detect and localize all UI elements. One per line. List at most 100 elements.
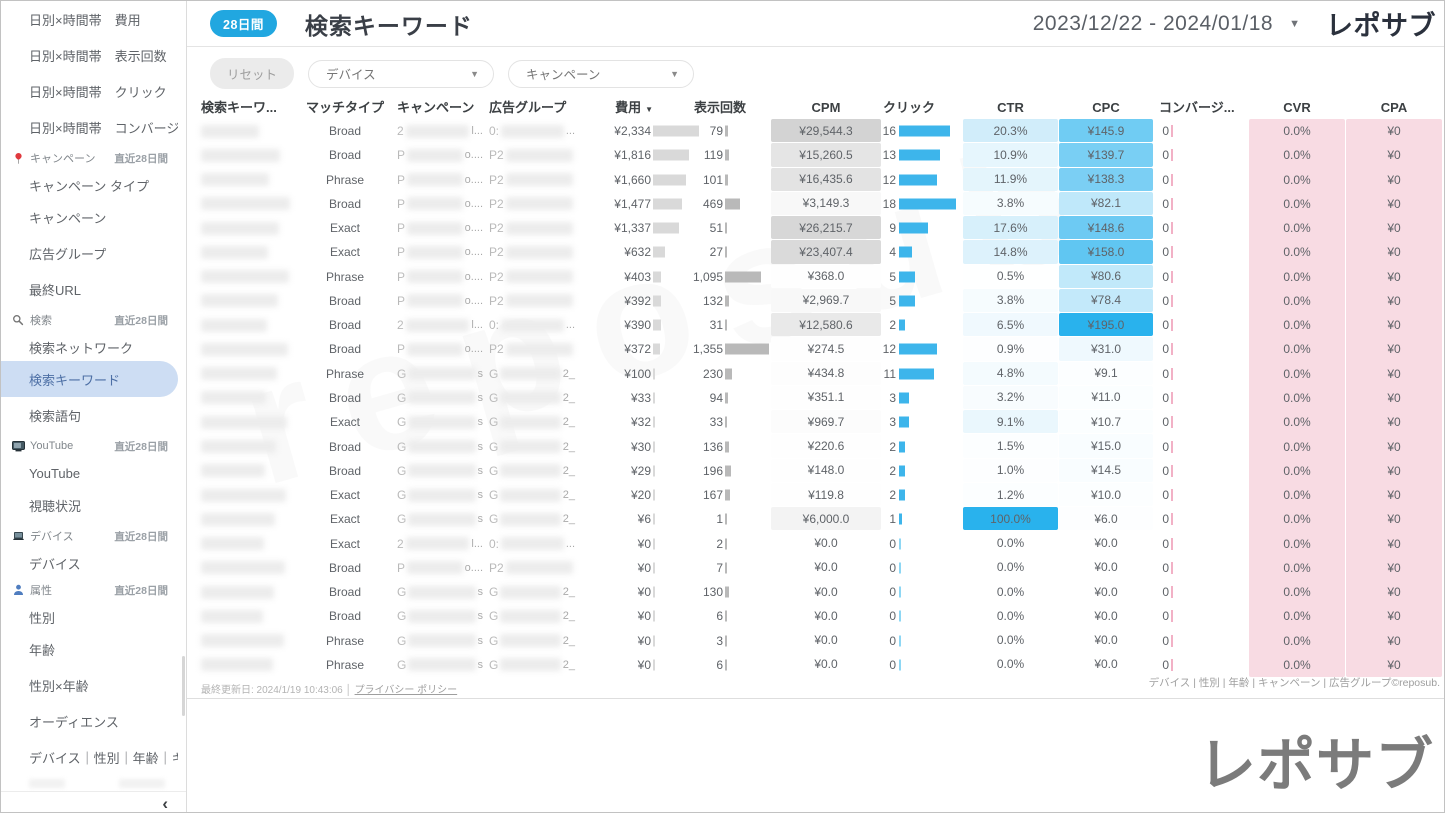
- cell-impressions: 3: [716, 633, 723, 648]
- last-updated-text: 最終更新日: 2024/1/19 10:43:06 │ プライバシー ポリシー: [201, 681, 457, 696]
- cell-cvr: 0.0%: [1283, 366, 1311, 381]
- cell-cpm: ¥16,435.6: [771, 167, 881, 191]
- sidebar-scrollbar[interactable]: [182, 656, 185, 716]
- cell-cvr: 0.0%: [1283, 196, 1311, 211]
- date-range-selector[interactable]: 2023/12/22 - 2024/01/18 ▼: [1033, 12, 1300, 36]
- col-header-clicks[interactable]: クリック: [882, 100, 935, 115]
- cell-ad-group-redacted: P2: [489, 289, 575, 313]
- cell-cpc: ¥11.0: [1059, 385, 1153, 410]
- top-bar: 28日間 検索キーワード 2023/12/22 - 2024/01/18 ▼ レ…: [187, 1, 1444, 47]
- cost-bar: [653, 125, 699, 137]
- cell-cost: ¥0: [637, 560, 651, 575]
- sidebar-item[interactable]: 日別×時間帯 費用: [1, 1, 178, 37]
- sidebar-item[interactable]: オーディエンス: [1, 703, 178, 739]
- cell-keyword-redacted: [201, 386, 293, 410]
- sidebar-item[interactable]: 視聴状況: [1, 487, 178, 523]
- cell-cpc: ¥0.0: [1094, 584, 1118, 599]
- sidebar-item[interactable]: 日別×時間帯 表示回数: [1, 37, 178, 73]
- sidebar-item[interactable]: 検索キーワード: [1, 361, 178, 397]
- cell-clicks: 9: [889, 221, 896, 236]
- cell-match-type: Broad: [328, 318, 362, 333]
- cell-conversions: 0: [1162, 439, 1169, 454]
- cell-cost: ¥30: [630, 439, 651, 454]
- sidebar-item[interactable]: キャンペーン タイプ: [1, 171, 178, 199]
- sidebar-item[interactable]: 検索ネットワーク: [1, 333, 178, 361]
- cell-cpc: ¥10.0: [1059, 482, 1153, 507]
- table-row: Exact 2 l... 0:... ¥0 2 ¥0.0 0 0.0% ¥0.0 0 0.0% ¥0: [187, 531, 1444, 555]
- col-header-ctr[interactable]: CTR: [997, 100, 1024, 115]
- cell-keyword-redacted: [201, 337, 293, 361]
- clicks-bar: [899, 149, 941, 161]
- cell-cpm: ¥29,544.3: [771, 119, 881, 143]
- col-header-match-type[interactable]: マッチタイプ: [305, 100, 384, 115]
- col-header-cost[interactable]: 費用 ▼: [615, 100, 653, 115]
- sidebar-item[interactable]: YouTube: [1, 459, 178, 487]
- sidebar-item[interactable]: 最終URL: [1, 271, 178, 307]
- col-header-ad-group[interactable]: 広告グループ: [489, 100, 567, 115]
- clicks-bar: [899, 489, 906, 501]
- sidebar: 日別×時間帯 費用 日別×時間帯 表示回数 日別×時間帯 クリック 日別×時間帯 コン…: [1, 1, 187, 813]
- impressions-bar: [725, 416, 727, 428]
- cell-ctr: 6.5%: [963, 313, 1058, 337]
- cell-cpa: ¥0: [1387, 633, 1401, 648]
- cell-ctr: 0.0%: [996, 584, 1025, 599]
- sidebar-item[interactable]: 性別×年齢: [1, 667, 178, 703]
- device-filter-dropdown[interactable]: デバイス ▼: [308, 59, 495, 88]
- sidebar-item[interactable]: 日別×時間帯 クリック: [1, 73, 178, 109]
- campaign-filter-dropdown[interactable]: キャンペーン ▼: [508, 59, 695, 88]
- sidebar-item[interactable]: デバイス｜性別｜年齢｜キ...: [1, 739, 178, 775]
- tv-icon: [11, 440, 25, 452]
- cost-bar: [653, 174, 686, 186]
- cell-cvr: 0.0%: [1283, 318, 1311, 333]
- cell-cost: ¥0: [637, 609, 651, 624]
- cell-cpc: ¥148.6: [1059, 216, 1153, 240]
- cell-cpc: ¥158.0: [1059, 240, 1153, 264]
- reset-button[interactable]: リセット: [210, 58, 295, 89]
- col-header-cvr[interactable]: CVR: [1283, 100, 1311, 115]
- sidebar-item[interactable]: 年齢: [1, 631, 178, 667]
- col-header-campaign[interactable]: キャンペーン: [397, 100, 475, 115]
- cell-ad-group-redacted: G 2_: [489, 463, 575, 478]
- sidebar-item[interactable]: キャンペーン: [1, 199, 178, 235]
- col-header-cpc[interactable]: CPC: [1092, 100, 1120, 115]
- cell-clicks: 2: [889, 463, 896, 478]
- col-header-conversions[interactable]: コンバージ...: [1159, 100, 1235, 115]
- sidebar-item[interactable]: 検索語句: [1, 397, 178, 433]
- conversions-tick: [1171, 634, 1173, 647]
- sidebar-item[interactable]: 日別×時間帯 コンバージョ...: [1, 109, 178, 145]
- cell-match-type: Broad: [328, 124, 362, 139]
- sidebar-item[interactable]: 性別: [1, 603, 178, 631]
- sidebar-item[interactable]: 広告グループ: [1, 235, 178, 271]
- sidebar-item[interactable]: デバイス: [1, 549, 178, 577]
- cell-impressions: 1,095: [692, 269, 723, 284]
- col-header-cpa[interactable]: CPA: [1380, 100, 1408, 115]
- cell-match-type: Broad: [328, 463, 362, 478]
- tv-icon: [11, 440, 25, 451]
- cell-cvr: 0.0%: [1283, 536, 1311, 551]
- privacy-policy-link[interactable]: プライバシー ポリシー: [354, 685, 458, 696]
- cell-conversions: 0: [1162, 366, 1169, 381]
- cell-cpa: ¥0: [1387, 196, 1401, 211]
- cell-keyword-redacted: [201, 192, 293, 216]
- sidebar-collapse-icon[interactable]: ‹: [162, 793, 168, 813]
- cell-cvr: 0.0%: [1283, 390, 1311, 405]
- col-header-keyword[interactable]: 検索キーワ...: [201, 100, 277, 115]
- cell-keyword-redacted: [201, 556, 293, 580]
- cost-bar: [653, 149, 689, 161]
- cell-cpa: ¥0: [1387, 148, 1401, 163]
- cell-match-type: Exact: [329, 536, 360, 551]
- conversions-tick: [1171, 367, 1173, 380]
- cell-cpm: ¥368.0: [771, 264, 881, 288]
- clicks-bar: [899, 198, 956, 210]
- cell-cost: ¥403: [624, 269, 651, 284]
- col-header-cpm[interactable]: CPM: [811, 100, 841, 115]
- cell-cvr: 0.0%: [1283, 488, 1311, 503]
- cell-cvr: 0.0%: [1283, 657, 1311, 672]
- col-header-impressions[interactable]: 表示回数: [693, 100, 746, 115]
- cell-cvr: 0.0%: [1283, 633, 1311, 648]
